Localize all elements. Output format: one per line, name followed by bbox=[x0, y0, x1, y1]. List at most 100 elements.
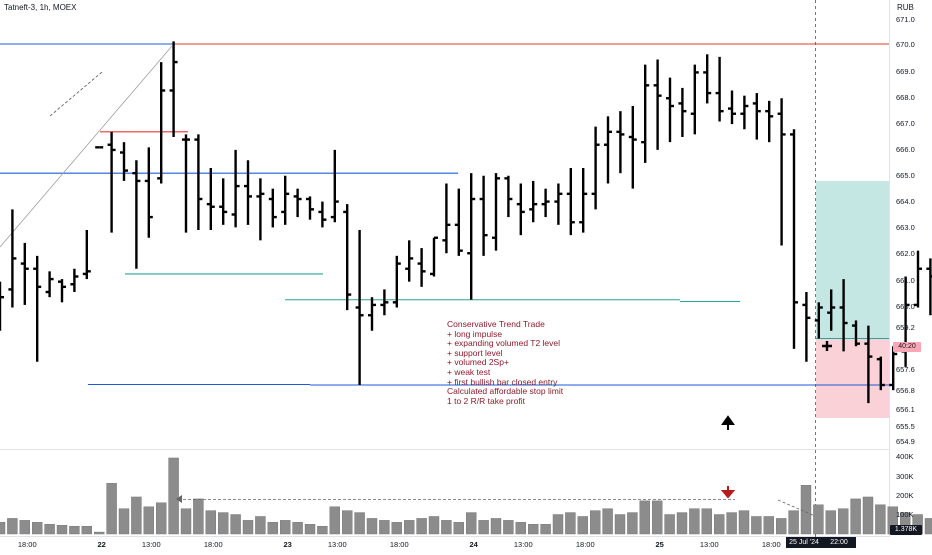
volume-bar bbox=[689, 508, 700, 535]
volume-tick-label: 200K bbox=[896, 491, 914, 500]
volume-bar bbox=[776, 518, 787, 535]
ohlc-bar bbox=[504, 175, 513, 218]
volume-bar bbox=[255, 516, 266, 535]
ohlc-bar bbox=[33, 255, 42, 362]
time-tick-label: 24 bbox=[470, 540, 479, 549]
price-tick-label: 663.0 bbox=[896, 223, 915, 232]
time-tick-label: 18:00 bbox=[204, 540, 223, 549]
ohlc-bar bbox=[554, 183, 563, 225]
volume-badge: 1.378K bbox=[890, 525, 922, 535]
ohlc-bar bbox=[914, 250, 922, 308]
volume-bar bbox=[118, 508, 130, 535]
ohlc-bar bbox=[70, 268, 79, 292]
annotation-line: + first bullish bar closed entry bbox=[447, 376, 558, 387]
annotation-line: + weak test bbox=[447, 366, 491, 377]
ohlc-bar bbox=[616, 111, 625, 174]
volume-bar bbox=[44, 524, 55, 535]
volume-bar bbox=[813, 504, 824, 535]
entry-marker-icon bbox=[822, 341, 832, 351]
volume-level-marker bbox=[176, 495, 182, 503]
volume-bar bbox=[391, 522, 402, 535]
volume-bar bbox=[478, 520, 489, 535]
time-tick-label: 23 bbox=[284, 540, 292, 549]
ohlc-bar bbox=[45, 271, 54, 298]
volume-bar bbox=[32, 522, 43, 535]
ohlc-bar bbox=[107, 131, 116, 233]
ohlc-bar bbox=[690, 64, 699, 135]
ohlc-bar bbox=[182, 134, 190, 233]
ohlc-bar bbox=[330, 149, 339, 223]
ohlc-bar bbox=[0, 281, 4, 331]
ohlc-bar bbox=[876, 356, 885, 391]
volume-bar bbox=[862, 496, 874, 535]
time-tick-label: 13:00 bbox=[142, 540, 161, 549]
volume-bar bbox=[168, 457, 179, 535]
ohlc-bar bbox=[392, 255, 401, 308]
ohlc-bar bbox=[318, 201, 327, 228]
price-tick-label: 656.8 bbox=[896, 386, 915, 395]
volume-bar bbox=[280, 520, 291, 535]
ohlc-bar bbox=[641, 64, 650, 163]
volume-bar bbox=[503, 520, 514, 535]
volume-bar bbox=[800, 485, 812, 535]
volume-bar bbox=[738, 510, 750, 535]
ohlc-bar bbox=[541, 188, 550, 218]
volume-trend bbox=[777, 499, 816, 517]
price-tick-label: 670.0 bbox=[896, 40, 915, 49]
ohlc-bar bbox=[839, 279, 848, 352]
price-tick-label: 659.2 bbox=[896, 323, 915, 332]
volume-bar bbox=[540, 524, 551, 535]
volume-bar bbox=[230, 514, 241, 535]
ohlc-bar bbox=[380, 289, 389, 316]
ohlc-bar bbox=[752, 93, 761, 140]
volume-bar bbox=[267, 522, 278, 535]
volume-bar bbox=[751, 516, 762, 535]
volume-bar bbox=[590, 510, 601, 535]
volume-bar bbox=[366, 518, 378, 535]
ohlc-bar bbox=[58, 279, 66, 303]
volume-bar bbox=[528, 524, 539, 535]
ohlc-bar bbox=[852, 320, 860, 347]
ohlc-bar bbox=[765, 100, 774, 143]
volume-bar bbox=[292, 522, 303, 535]
ohlc-bar bbox=[467, 173, 476, 300]
ohlc-bar bbox=[827, 289, 836, 331]
volume-bar bbox=[714, 514, 725, 535]
volume-bar bbox=[614, 514, 626, 535]
time-tick-label: 18:00 bbox=[576, 540, 595, 549]
ohlc-bar bbox=[281, 175, 290, 225]
take-profit-zone bbox=[816, 181, 889, 338]
volume-bar bbox=[93, 531, 105, 535]
ohlc-bar bbox=[442, 183, 451, 254]
volume-bar bbox=[342, 510, 353, 535]
volume-bar bbox=[639, 500, 650, 535]
ohlc-bar bbox=[306, 196, 314, 220]
ohlc-bar bbox=[926, 258, 932, 316]
ohlc-bar bbox=[666, 77, 674, 143]
volume-bar bbox=[143, 506, 155, 535]
volume-tick-label: 300K bbox=[896, 472, 914, 481]
volume-bar bbox=[627, 512, 638, 535]
volume-bar bbox=[701, 508, 712, 535]
annotation-line: 1 to 2 R/R take profit bbox=[447, 395, 525, 406]
ohlc-bar bbox=[268, 188, 277, 228]
ohlc-bar bbox=[169, 41, 178, 137]
volume-bar bbox=[69, 526, 80, 535]
volume-bar bbox=[81, 526, 93, 535]
ohlc-bar bbox=[144, 147, 153, 238]
price-tick-label: 654.9 bbox=[896, 437, 915, 446]
ohlc-bar bbox=[516, 183, 525, 236]
trend-line bbox=[0, 45, 173, 248]
volume-bar bbox=[577, 516, 588, 535]
volume-bar bbox=[924, 518, 932, 535]
volume-bar bbox=[875, 504, 886, 535]
ohlc-bar bbox=[653, 59, 662, 150]
ohlc-bar bbox=[454, 188, 463, 256]
price-tick-label: 656.1 bbox=[896, 405, 915, 414]
ohlc-bar bbox=[293, 188, 302, 218]
ohlc-bar bbox=[790, 129, 798, 349]
volume-bar bbox=[131, 496, 142, 535]
volume-bar bbox=[838, 508, 849, 535]
